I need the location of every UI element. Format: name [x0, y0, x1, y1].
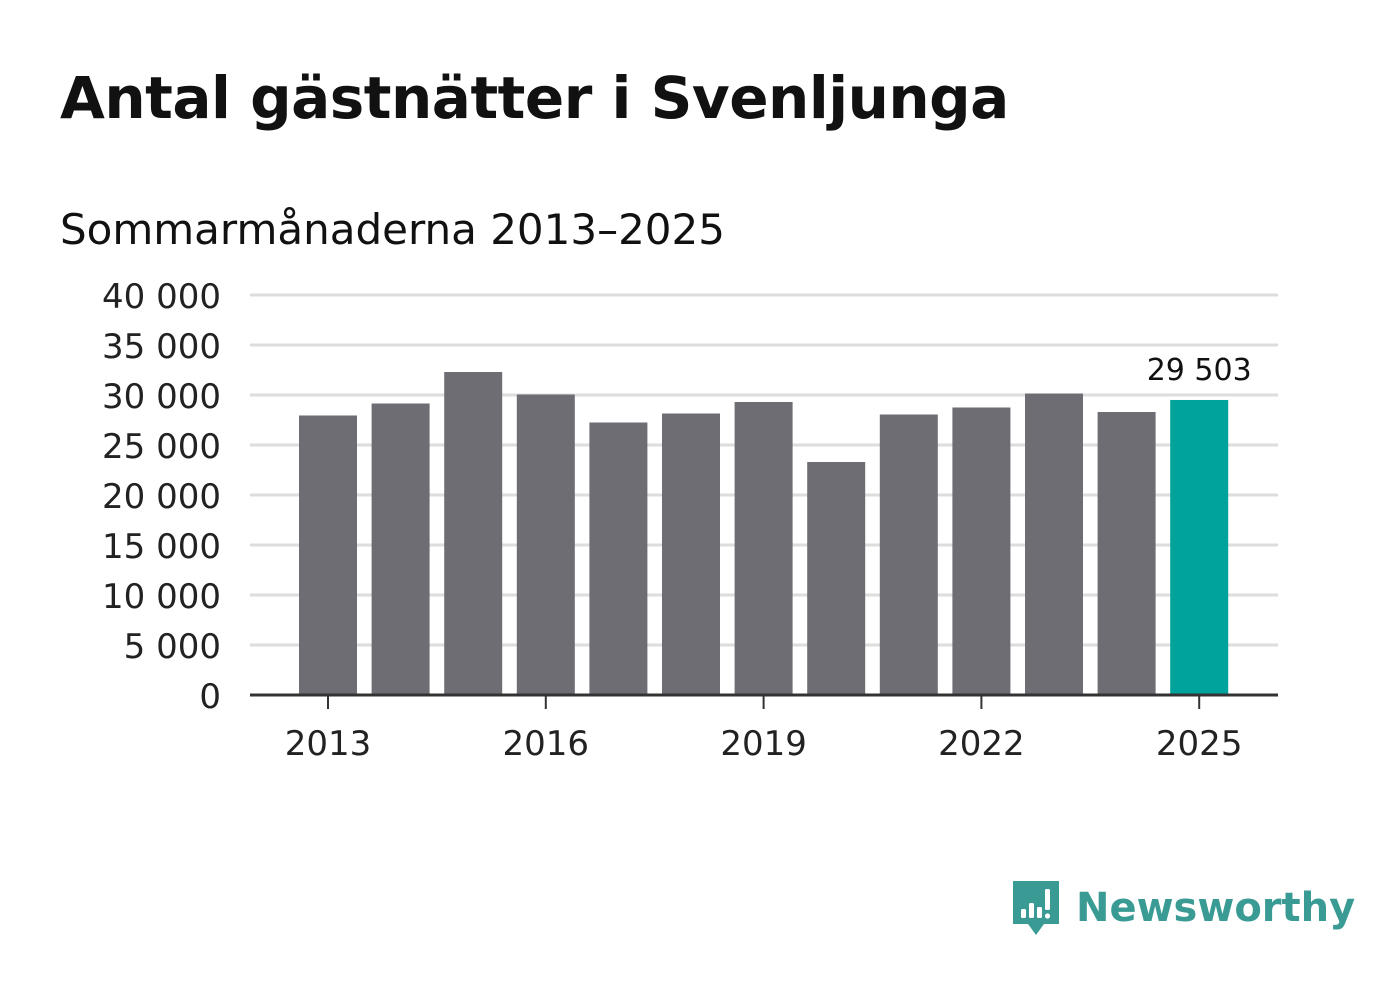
data-label-2025: 29 503	[1147, 353, 1252, 388]
y-tick-label: 35 000	[102, 327, 221, 367]
bar-2021	[879, 414, 938, 695]
bar-2024	[1097, 412, 1156, 695]
bar-2016	[516, 394, 575, 695]
y-tick-label: 10 000	[102, 577, 221, 617]
bar-2014	[371, 403, 430, 695]
chart-subtitle: Sommarmånaderna 2013–2025	[60, 205, 725, 254]
y-tick-label: 25 000	[102, 427, 221, 467]
y-tick-label: 20 000	[102, 477, 221, 517]
newsworthy-logo[interactable]: Newsworthy	[1010, 878, 1355, 938]
x-tick-label: 2022	[938, 724, 1025, 764]
bar-2013	[299, 415, 357, 695]
y-tick-label: 15 000	[102, 527, 221, 567]
newsworthy-logo-icon	[1013, 881, 1059, 935]
chart-title: Antal gästnätter i Svenljunga	[60, 64, 1009, 132]
bar-2022	[952, 407, 1011, 695]
bar-2023	[1025, 393, 1083, 695]
bar-2018	[662, 413, 720, 695]
bar-2017	[589, 422, 648, 695]
x-tick-label: 2013	[285, 724, 372, 764]
y-tick-label: 40 000	[102, 277, 221, 317]
x-tick-label: 2019	[720, 724, 807, 764]
bar-2015	[444, 372, 503, 695]
y-tick-label: 5 000	[124, 627, 221, 667]
brand-name: Newsworthy	[1076, 885, 1356, 931]
bar-2019	[734, 402, 793, 695]
x-tick-label: 2016	[503, 724, 590, 764]
bar-2020	[807, 462, 866, 695]
y-tick-label: 0	[199, 677, 221, 717]
x-tick-label: 2025	[1156, 724, 1243, 764]
y-tick-label: 30 000	[102, 377, 221, 417]
bar-2025	[1170, 399, 1229, 695]
